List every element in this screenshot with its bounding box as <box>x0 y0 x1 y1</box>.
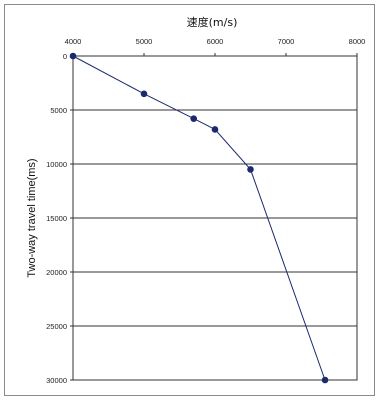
x-tick-labels: 4000 5000 6000 7000 8000 <box>65 37 366 56</box>
x-tick-label: 6000 <box>207 37 224 46</box>
chart-frame <box>4 4 375 396</box>
x-tick-label: 7000 <box>278 37 295 46</box>
y-tick-label: 15000 <box>46 214 67 223</box>
y-tick-label: 25000 <box>46 322 67 331</box>
data-point <box>247 166 254 173</box>
data-point <box>140 90 148 98</box>
data-point <box>69 52 77 60</box>
series-line <box>72 55 326 381</box>
data-series <box>69 52 329 384</box>
x-tick-label: 5000 <box>136 37 153 46</box>
y-tick-labels: 0 5000 10000 15000 20000 25000 30000 <box>46 52 73 385</box>
y-tick-label: 20000 <box>46 268 67 277</box>
y-tick-label: 30000 <box>46 376 67 385</box>
gridlines <box>73 109 357 327</box>
y-axis-label: Two-way travel time(ms) <box>26 158 38 277</box>
chart-title: 速度(m/s) <box>187 15 238 29</box>
data-point <box>321 376 329 384</box>
x-tick-label: 4000 <box>65 37 82 46</box>
y-tick-label: 5000 <box>50 106 67 115</box>
x-tick-label: 8000 <box>349 37 366 46</box>
data-point <box>190 115 197 122</box>
data-point <box>211 126 219 133</box>
y-tick-label: 0 <box>63 52 67 61</box>
y-tick-label: 10000 <box>46 160 67 169</box>
